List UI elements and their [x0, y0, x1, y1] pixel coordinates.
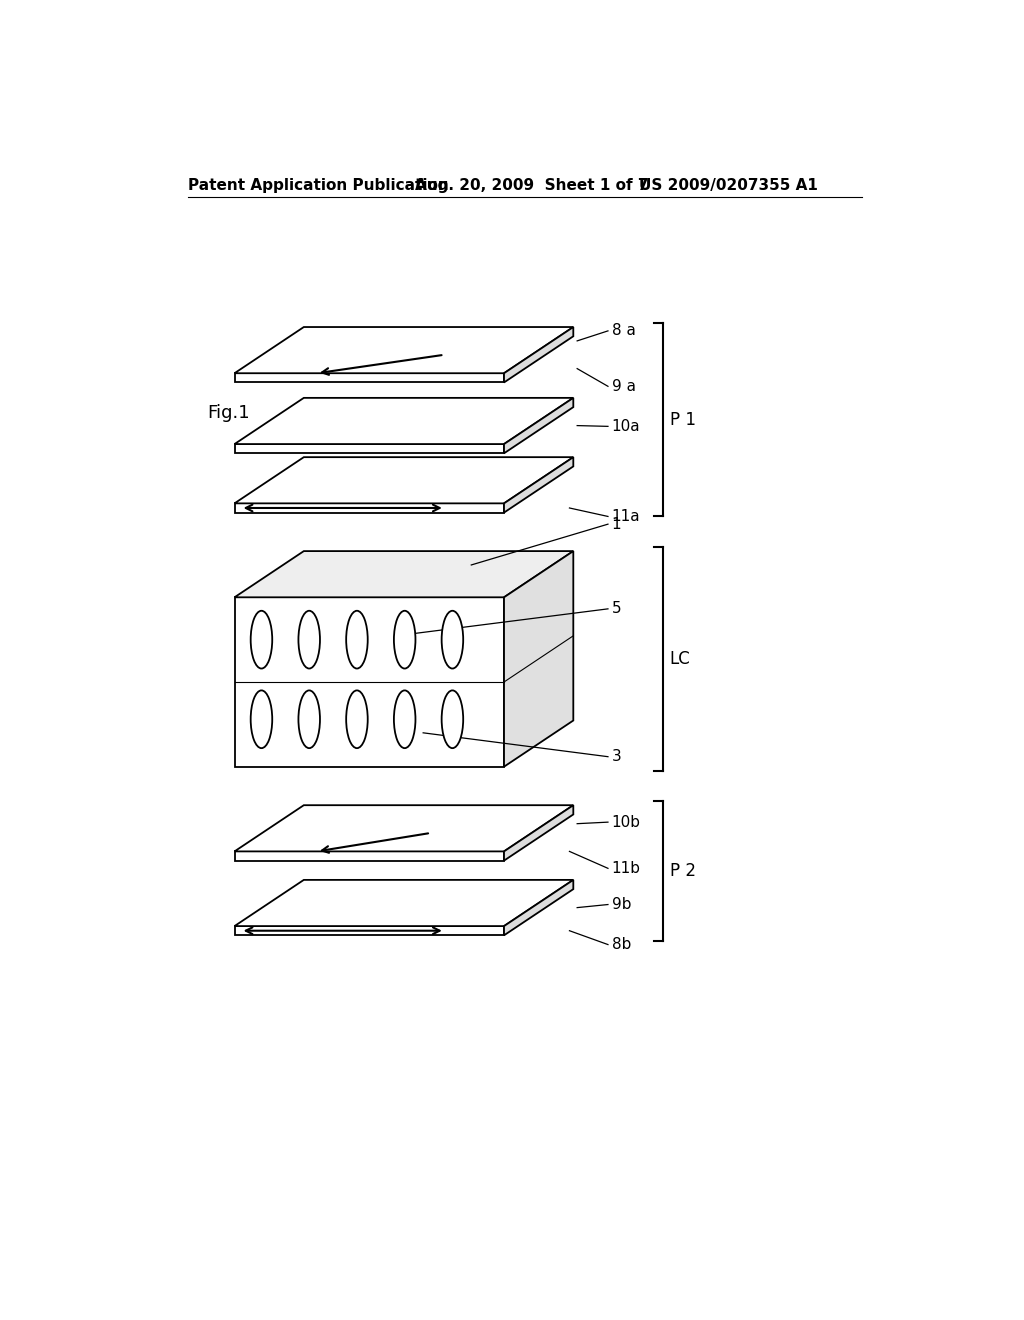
Text: 8 a: 8 a — [611, 323, 636, 338]
Polygon shape — [504, 397, 573, 453]
Polygon shape — [234, 444, 504, 453]
Polygon shape — [234, 397, 573, 444]
Text: LC: LC — [670, 649, 690, 668]
Ellipse shape — [394, 690, 416, 748]
Polygon shape — [234, 851, 504, 861]
Ellipse shape — [394, 611, 416, 668]
Ellipse shape — [298, 611, 319, 668]
Ellipse shape — [251, 690, 272, 748]
Text: US 2009/0207355 A1: US 2009/0207355 A1 — [639, 178, 817, 193]
Text: 10a: 10a — [611, 418, 640, 434]
Ellipse shape — [346, 611, 368, 668]
Ellipse shape — [298, 690, 319, 748]
Polygon shape — [234, 503, 504, 512]
Polygon shape — [234, 552, 573, 598]
Polygon shape — [504, 805, 573, 861]
Text: P 2: P 2 — [670, 862, 695, 880]
Polygon shape — [234, 457, 573, 503]
Polygon shape — [234, 927, 504, 936]
Text: 11a: 11a — [611, 510, 640, 524]
Text: Aug. 20, 2009  Sheet 1 of 7: Aug. 20, 2009 Sheet 1 of 7 — [416, 178, 649, 193]
Ellipse shape — [346, 690, 368, 748]
Text: 9 a: 9 a — [611, 379, 636, 393]
Ellipse shape — [441, 611, 463, 668]
Text: Patent Application Publication: Patent Application Publication — [188, 178, 450, 193]
Polygon shape — [234, 880, 573, 927]
Text: 8b: 8b — [611, 937, 631, 952]
Text: 1: 1 — [611, 516, 622, 532]
Polygon shape — [504, 552, 573, 767]
Polygon shape — [234, 598, 504, 767]
Text: P 1: P 1 — [670, 411, 695, 429]
Polygon shape — [504, 880, 573, 936]
Polygon shape — [234, 327, 573, 374]
Ellipse shape — [251, 611, 272, 668]
Text: 9b: 9b — [611, 898, 632, 912]
Polygon shape — [234, 374, 504, 383]
Text: 3: 3 — [611, 750, 622, 764]
Ellipse shape — [441, 690, 463, 748]
Text: 10b: 10b — [611, 814, 641, 830]
Text: Fig.1: Fig.1 — [208, 404, 250, 421]
Text: 5: 5 — [611, 602, 622, 616]
Polygon shape — [234, 805, 573, 851]
Polygon shape — [504, 457, 573, 512]
Text: 11b: 11b — [611, 861, 641, 876]
Polygon shape — [504, 327, 573, 383]
